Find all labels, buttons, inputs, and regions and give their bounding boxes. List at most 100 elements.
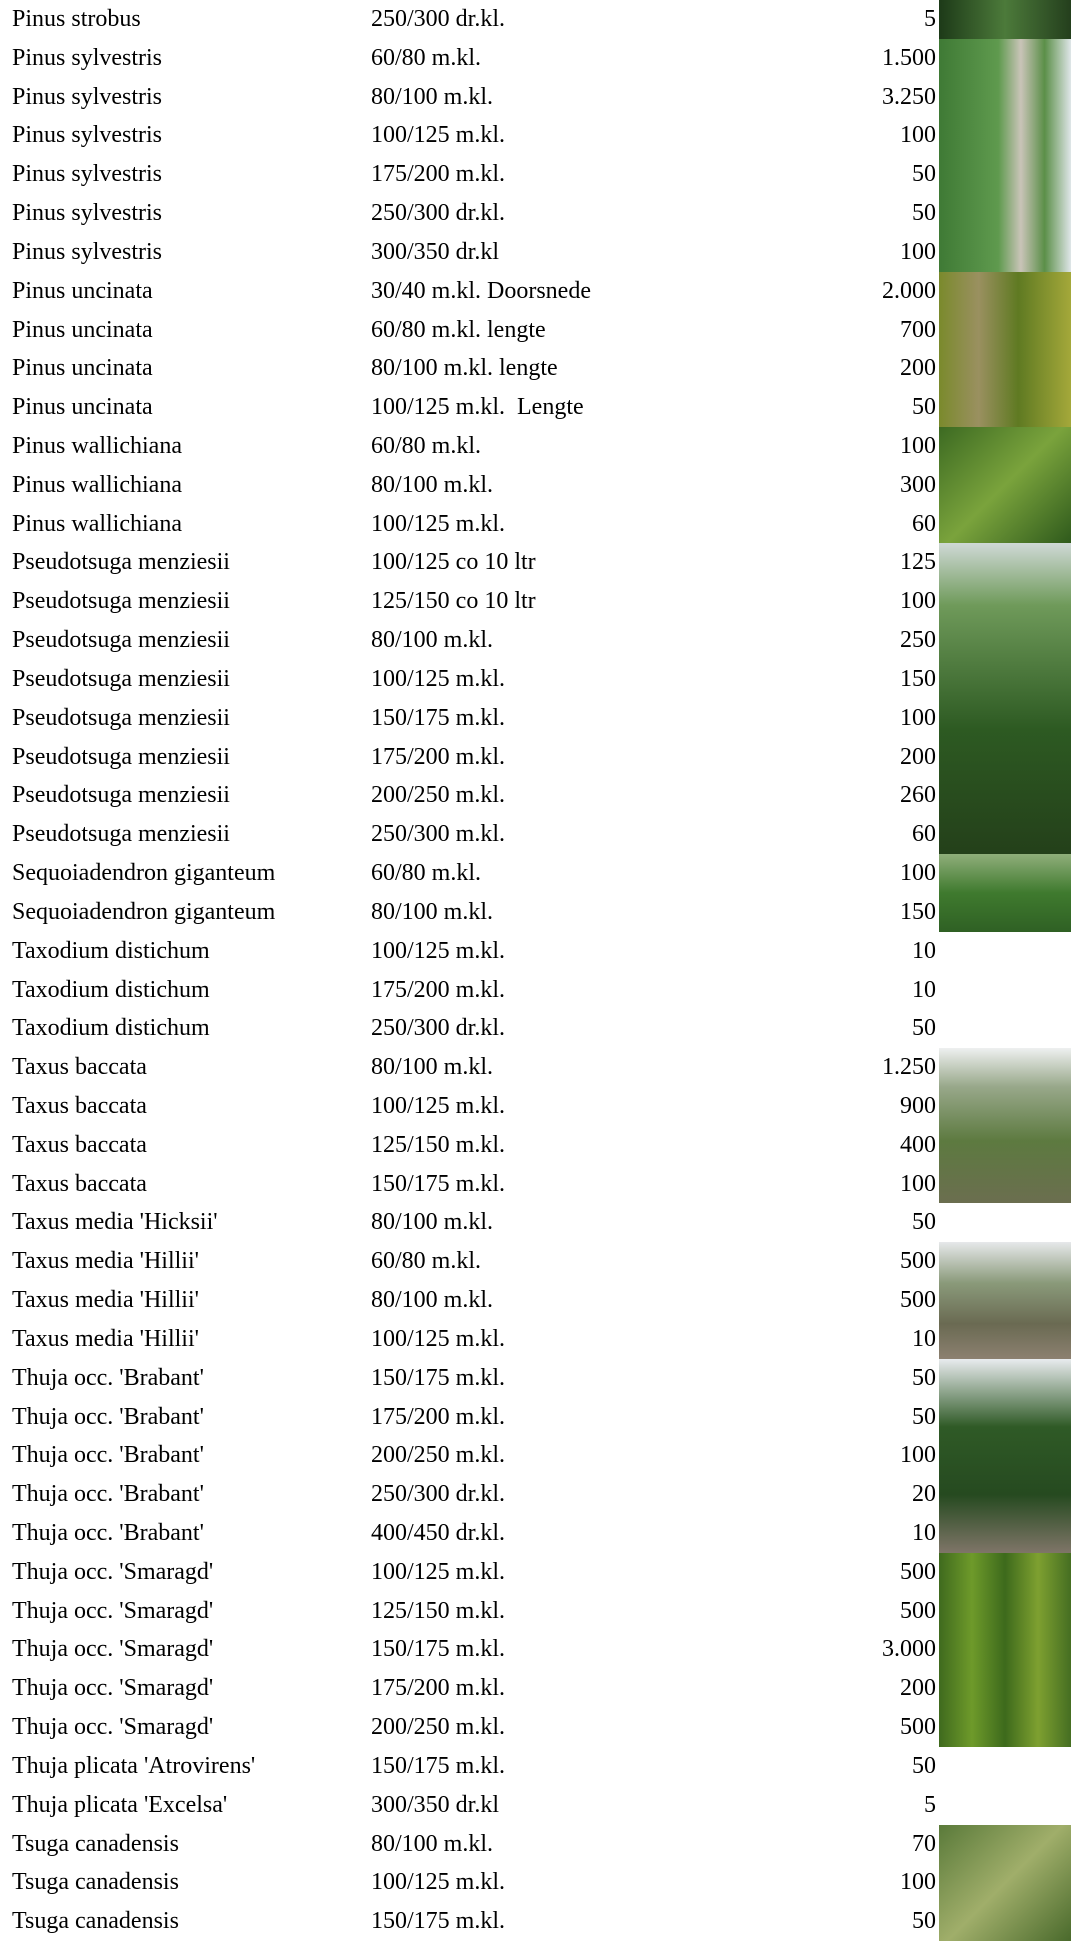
plant-size: 125/150 m.kl.: [371, 1597, 506, 1624]
table-row: Tsuga canadensis 150/175 m.kl. 50: [0, 1902, 1071, 1941]
plant-name: Pseudotsuga menziesii: [12, 549, 230, 576]
plant-name: Taxus media 'Hillii': [12, 1248, 199, 1275]
plant-name: Taxodium distichum: [12, 976, 210, 1003]
quantity: 200: [900, 743, 936, 770]
quantity: 50: [912, 200, 936, 227]
quantity: 50: [912, 161, 936, 188]
quantity: 50: [912, 1908, 936, 1935]
quantity: 5: [924, 1791, 936, 1818]
quantity: 100: [900, 1170, 936, 1197]
plant-size: 100/125 m.kl.: [371, 937, 506, 964]
plant-size: 200/250 m.kl.: [371, 1442, 506, 1469]
plant-name: Pinus uncinata: [12, 316, 153, 343]
plant-size: 250/300 dr.kl.: [371, 1015, 506, 1042]
plant-size: 400/450 dr.kl.: [371, 1519, 506, 1546]
plant-size: 100/125 co 10 ltr: [371, 549, 536, 576]
plant-name: Sequoiadendron giganteum: [12, 898, 276, 925]
plant-size: 100/125 m.kl.: [371, 510, 506, 537]
plant-size: 60/80 m.kl.: [371, 860, 482, 887]
table-row: Pinus sylvestris 80/100 m.kl. 3.250: [0, 78, 1071, 117]
quantity: 50: [912, 1015, 936, 1042]
quantity: 2.000: [882, 277, 936, 304]
table-row: Sequoiadendron giganteum 60/80 m.kl. 100: [0, 854, 1071, 893]
plant-name: Thuja occ. 'Smaragd': [12, 1675, 214, 1702]
plant-size: 250/300 dr.kl.: [371, 1481, 506, 1508]
quantity: 700: [900, 316, 936, 343]
plant-size: 80/100 m.kl.: [371, 1287, 494, 1314]
quantity: 50: [912, 1209, 936, 1236]
plant-size: 100/125 m.kl.: [371, 665, 506, 692]
plant-name: Thuja occ. 'Smaragd': [12, 1558, 214, 1585]
plant-size: 175/200 m.kl.: [371, 1403, 506, 1430]
plant-size: 250/300 dr.kl.: [371, 6, 506, 32]
plant-name: Taxus media 'Hillii': [12, 1287, 199, 1314]
plant-size: 60/80 m.kl.: [371, 433, 482, 460]
quantity: 100: [900, 1442, 936, 1469]
plant-size: 100/125 m.kl.: [371, 122, 506, 149]
table-row: Thuja occ. 'Brabant' 175/200 m.kl. 50: [0, 1398, 1071, 1437]
plant-name: Pinus wallichiana: [12, 510, 182, 537]
plant-size: 300/350 dr.kl: [371, 1791, 500, 1818]
product-photo: [939, 543, 1071, 855]
table-row: Tsuga canadensis 80/100 m.kl. 70: [0, 1825, 1071, 1864]
quantity: 10: [912, 1325, 936, 1352]
plant-size: 100/125 m.kl.: [371, 1558, 506, 1585]
plant-name: Taxus baccata: [12, 1092, 147, 1119]
table-row: Pseudotsuga menziesii 200/250 m.kl. 260: [0, 776, 1071, 815]
quantity: 20: [912, 1481, 936, 1508]
table-row: Pinus sylvestris 175/200 m.kl. 50: [0, 155, 1071, 194]
quantity: 100: [900, 704, 936, 731]
quantity: 1.500: [882, 44, 936, 71]
table-row: Taxodium distichum 250/300 dr.kl. 50: [0, 1009, 1071, 1048]
quantity: 70: [912, 1830, 936, 1857]
quantity: 100: [900, 1869, 936, 1896]
plant-name: Pinus uncinata: [12, 277, 153, 304]
quantity: 50: [912, 1752, 936, 1779]
table-row: Taxus baccata 150/175 m.kl. 100: [0, 1165, 1071, 1204]
plant-name: Taxodium distichum: [12, 937, 210, 964]
plant-name: Thuja occ. 'Smaragd': [12, 1597, 214, 1624]
table-row: Pinus sylvestris 250/300 dr.kl. 50: [0, 194, 1071, 233]
table-row: Pinus strobus 250/300 dr.kl. 5: [0, 0, 1071, 39]
plant-size: 80/100 m.kl.: [371, 1209, 494, 1236]
quantity: 10: [912, 1519, 936, 1546]
product-photo: [939, 854, 1071, 932]
plant-name: Sequoiadendron giganteum: [12, 860, 276, 887]
plant-size: 250/300 dr.kl.: [371, 200, 506, 227]
table-row: Pseudotsuga menziesii 175/200 m.kl. 200: [0, 738, 1071, 777]
table-row: Pinus uncinata 30/40 m.kl. Doorsnede 2.000: [0, 272, 1071, 311]
quantity: 150: [900, 898, 936, 925]
plant-size: 80/100 m.kl. lengte: [371, 355, 558, 382]
plant-name: Pinus sylvestris: [12, 161, 163, 188]
table-row: Pinus sylvestris 300/350 dr.kl 100: [0, 233, 1071, 272]
quantity: 50: [912, 1403, 936, 1430]
plant-size: 80/100 m.kl.: [371, 471, 494, 498]
plant-name: Taxus baccata: [12, 1170, 147, 1197]
plant-size: 80/100 m.kl.: [371, 898, 494, 925]
product-photo: [939, 1242, 1071, 1359]
plant-name: Pinus wallichiana: [12, 433, 182, 460]
quantity: 500: [900, 1248, 936, 1275]
table-row: Pseudotsuga menziesii 100/125 co 10 ltr 12…: [0, 543, 1071, 582]
plant-size: 100/125 m.kl. Lengte: [371, 394, 584, 421]
plant-size: 80/100 m.kl.: [371, 627, 494, 654]
quantity: 60: [912, 821, 936, 848]
plant-size: 100/125 m.kl.: [371, 1325, 506, 1352]
quantity: 5: [924, 6, 936, 32]
plant-size: 150/175 m.kl.: [371, 1364, 506, 1391]
table-row: Pseudotsuga menziesii 125/150 co 10 ltr 10…: [0, 582, 1071, 621]
table-row: Thuja plicata 'Excelsa' 300/350 dr.kl 5: [0, 1786, 1071, 1825]
plant-size: 150/175 m.kl.: [371, 1636, 506, 1663]
plant-size: 300/350 dr.kl: [371, 238, 500, 265]
plant-name: Pinus wallichiana: [12, 471, 182, 498]
table-row: Pseudotsuga menziesii 150/175 m.kl. 100: [0, 699, 1071, 738]
table-row: Thuja occ. 'Smaragd' 175/200 m.kl. 200: [0, 1669, 1071, 1708]
plant-name: Pseudotsuga menziesii: [12, 627, 230, 654]
table-row: Thuja occ. 'Brabant' 250/300 dr.kl. 20: [0, 1475, 1071, 1514]
table-row: Pinus sylvestris 100/125 m.kl. 100: [0, 116, 1071, 155]
plant-size: 60/80 m.kl.: [371, 1248, 482, 1275]
plant-size: 250/300 m.kl.: [371, 821, 506, 848]
table-row: Thuja occ. 'Smaragd' 100/125 m.kl. 500: [0, 1553, 1071, 1592]
quantity: 900: [900, 1092, 936, 1119]
quantity: 10: [912, 976, 936, 1003]
